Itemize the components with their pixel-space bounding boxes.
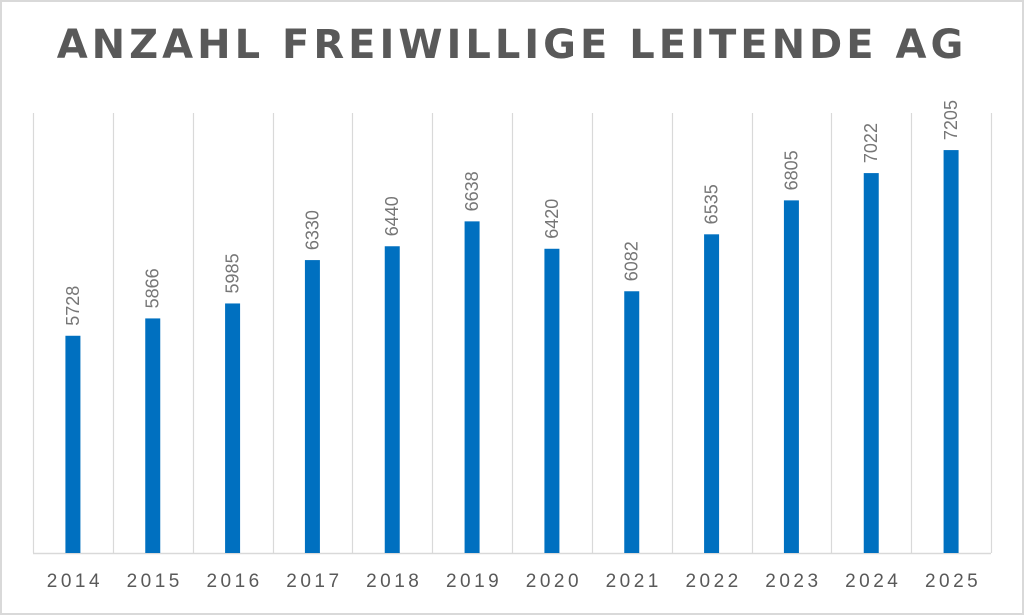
x-tick-label-2020: 2020 bbox=[526, 571, 582, 592]
data-label-2017: 6330 bbox=[302, 210, 322, 250]
x-tick-label-2014: 2014 bbox=[47, 571, 103, 592]
data-label-2014: 5728 bbox=[63, 286, 83, 326]
data-label-2019: 6638 bbox=[462, 171, 482, 211]
x-tick-label-2015: 2015 bbox=[127, 571, 183, 592]
bar-2014 bbox=[65, 335, 81, 553]
x-tick-label-2022: 2022 bbox=[685, 571, 741, 592]
bar-2016 bbox=[225, 303, 241, 553]
bar-2023 bbox=[783, 200, 799, 553]
data-label-2025: 7205 bbox=[941, 100, 961, 140]
x-tick-label-2024: 2024 bbox=[845, 571, 901, 592]
x-tick-label-2021: 2021 bbox=[606, 571, 662, 592]
x-tick-label-2017: 2017 bbox=[286, 571, 342, 592]
x-tick-label-2018: 2018 bbox=[366, 571, 422, 592]
bar-2021 bbox=[624, 291, 640, 553]
chart-title: ANZAHL FREIWILLIGE LEITENDE AG bbox=[56, 22, 968, 68]
x-tick-label-2016: 2016 bbox=[206, 571, 262, 592]
data-label-2023: 6805 bbox=[781, 150, 801, 190]
data-label-2024: 7022 bbox=[861, 123, 881, 163]
bar-2017 bbox=[304, 260, 320, 553]
x-tick-label-2025: 2025 bbox=[925, 571, 981, 592]
bar-2022 bbox=[704, 234, 720, 554]
bar-2020 bbox=[544, 248, 560, 553]
data-label-2016: 5985 bbox=[223, 253, 243, 293]
bar-2015 bbox=[145, 318, 161, 553]
bar-2018 bbox=[384, 246, 400, 553]
data-label-2018: 6440 bbox=[382, 196, 402, 236]
bar-2025 bbox=[943, 150, 959, 554]
data-label-2015: 5866 bbox=[143, 268, 163, 308]
bar-2024 bbox=[863, 173, 879, 553]
bar-2019 bbox=[464, 221, 480, 553]
x-tick-label-2023: 2023 bbox=[765, 571, 821, 592]
x-tick-label-2019: 2019 bbox=[446, 571, 502, 592]
data-label-2020: 6420 bbox=[542, 199, 562, 239]
data-label-2022: 6535 bbox=[702, 184, 722, 224]
data-label-2021: 6082 bbox=[622, 241, 642, 281]
